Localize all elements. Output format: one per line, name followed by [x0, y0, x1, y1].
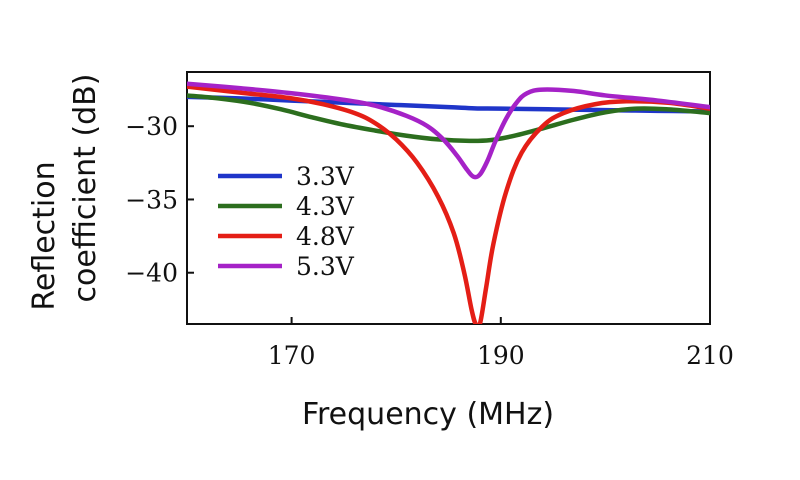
plot-frame — [186, 71, 711, 325]
x-tick-label: 190 — [477, 341, 525, 370]
x-axis-title: Frequency (MHz) — [302, 397, 554, 432]
legend: 3.3V4.3V4.8V5.3V — [218, 162, 355, 281]
legend-label: 3.3V — [296, 162, 355, 191]
y-tick-label: −35 — [125, 185, 178, 214]
y-axis-ticks: −30 −35 −40 — [125, 112, 194, 288]
series-lines — [187, 81, 710, 324]
series-line-4-8v — [187, 84, 710, 324]
y-axis-title-line1: Reflection — [27, 161, 62, 310]
x-tick-label: 170 — [268, 341, 316, 370]
legend-label: 4.8V — [296, 222, 355, 251]
legend-label: 5.3V — [296, 252, 355, 281]
x-tick-label: 210 — [686, 341, 734, 370]
y-axis-title-line2: coefficient (dB) — [68, 74, 103, 303]
x-axis-ticks: 170 190 210 — [268, 317, 734, 370]
legend-label: 4.3V — [296, 192, 355, 221]
y-tick-label: −30 — [125, 112, 178, 141]
series-line-4-3v — [187, 93, 710, 144]
series-line-5-3v — [187, 81, 710, 180]
y-tick-label: −40 — [125, 259, 178, 288]
